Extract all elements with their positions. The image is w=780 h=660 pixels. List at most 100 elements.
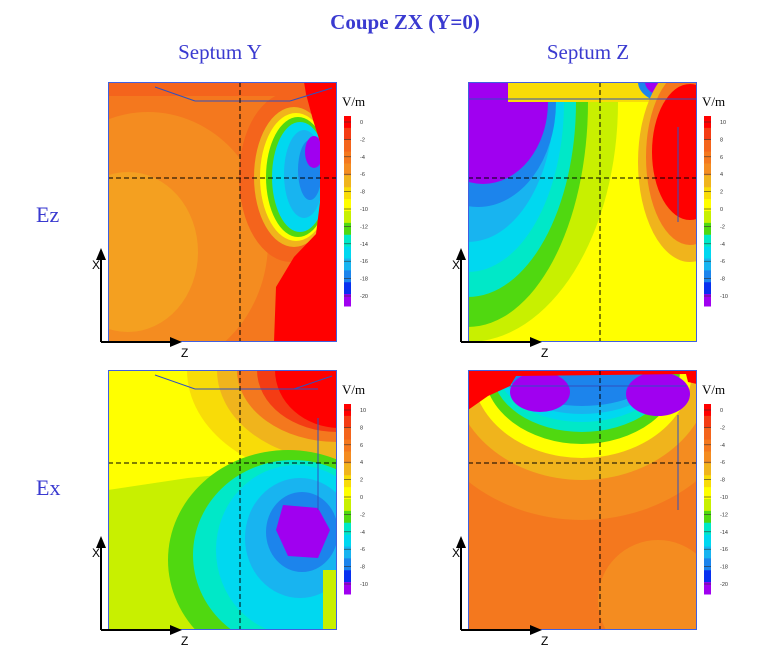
colorbar-tick-label: 6 xyxy=(720,155,723,161)
field-map-ez-septum-y xyxy=(96,82,337,347)
field-map-plot xyxy=(108,82,337,342)
colorbar-tick-label: -20 xyxy=(720,582,728,588)
row-title-ez: Ez xyxy=(36,202,60,227)
colorbar-tick-label: -10 xyxy=(360,207,368,213)
colorbar-band xyxy=(704,294,711,307)
colorbar: 0 -2 -4 -6 -8 -10 -12 -14 -16 -18 -20 xyxy=(704,404,744,600)
colorbar-band xyxy=(704,151,711,164)
colorbar-band xyxy=(344,270,351,283)
colorbar-tick-label: 0 xyxy=(720,408,723,414)
colorbar-band xyxy=(704,139,711,153)
colorbar-band xyxy=(704,187,711,200)
x-axis-label: X xyxy=(92,546,101,560)
colorbar-tick-label: -4 xyxy=(720,443,725,449)
colorbar-band xyxy=(704,546,711,559)
row-title-ex: Ex xyxy=(36,475,61,500)
colorbar-tick-label: -6 xyxy=(360,547,365,553)
colorbar-band xyxy=(704,199,711,212)
colorbar-tick-label: 2 xyxy=(720,190,723,196)
colorbar-band xyxy=(704,163,711,176)
colorbar-tick-label: 0 xyxy=(360,495,363,501)
colorbar-band xyxy=(344,234,351,248)
axes-indicator xyxy=(96,536,182,635)
z-arrow-head xyxy=(530,337,542,347)
figure-title: Coupe ZX (Y=0) xyxy=(330,10,480,34)
colorbar-tick-label: 10 xyxy=(720,120,726,126)
contour-region xyxy=(510,372,570,412)
colorbar-band xyxy=(344,522,351,536)
colorbar-band xyxy=(704,222,711,236)
colorbar-tick-label: -18 xyxy=(360,277,368,283)
colorbar-band xyxy=(704,570,711,583)
x-arrow-head xyxy=(456,248,466,260)
contour-region xyxy=(305,136,323,168)
contour-region xyxy=(508,82,658,102)
colorbar-tick-label: 8 xyxy=(720,137,723,143)
x-arrow-head xyxy=(456,536,466,548)
colorbar-band xyxy=(704,211,711,224)
colorbar-tick-label: -8 xyxy=(360,190,365,196)
colorbar-tick-label: 6 xyxy=(360,443,363,449)
colorbar-band xyxy=(704,487,711,500)
colorbar-tick-label: 2 xyxy=(360,478,363,484)
colorbar-band xyxy=(344,499,351,512)
colorbar-band xyxy=(344,487,351,500)
colorbar-band xyxy=(704,463,711,476)
plot-frame xyxy=(108,370,337,630)
colorbar-tick-label: -20 xyxy=(360,294,368,300)
colorbar-band xyxy=(704,175,711,188)
contour-region xyxy=(276,505,330,558)
contour-region xyxy=(274,82,337,342)
colorbar-band xyxy=(344,246,351,259)
axes-indicator xyxy=(96,248,182,347)
colorbar-band xyxy=(344,558,351,571)
colorbar-band xyxy=(344,294,351,307)
colorbar-svg: 0 -2 -4 -6 -8 -10 -12 -14 -16 -18 -20 xyxy=(704,404,728,595)
z-arrow-head xyxy=(530,625,542,635)
colorbar-band xyxy=(704,127,711,141)
colorbar-band xyxy=(344,175,351,188)
colorbar-band xyxy=(704,451,711,464)
colorbar-unit: V/m xyxy=(342,382,366,397)
x-arrow-head xyxy=(96,536,106,548)
colorbar-tick-label: -2 xyxy=(720,425,725,431)
contour-region xyxy=(652,84,697,220)
colorbar-band xyxy=(344,427,351,441)
column-title-septum-y: Septum Y xyxy=(178,40,262,64)
colorbar: 0 -2 -4 -6 -8 -10 -12 -14 -16 -18 -20 xyxy=(344,116,384,312)
x-axis-label: X xyxy=(452,546,461,560)
colorbar-band xyxy=(344,187,351,200)
colorbar-tick-label: 4 xyxy=(360,460,363,466)
colorbar-band xyxy=(344,211,351,224)
colorbar-tick-label: -8 xyxy=(360,565,365,571)
colorbar-tick-label: -12 xyxy=(360,224,368,230)
colorbar-tick-label: -18 xyxy=(720,565,728,571)
contour-region xyxy=(598,540,697,630)
colorbar-band xyxy=(344,258,351,271)
colorbar-band xyxy=(344,151,351,164)
z-arrow-head xyxy=(170,625,182,635)
colorbar-tick-label: -4 xyxy=(360,155,365,161)
contour-region xyxy=(468,82,548,184)
colorbar-band xyxy=(704,258,711,271)
axes-indicator xyxy=(456,248,542,347)
colorbar-band xyxy=(704,234,711,248)
colorbar-tick-label: 4 xyxy=(720,172,723,178)
colorbar-tick-label: -8 xyxy=(720,478,725,484)
contour-region xyxy=(626,372,690,416)
field-map-plot xyxy=(108,370,337,630)
colorbar-unit: V/m xyxy=(702,94,726,109)
colorbar-band xyxy=(704,282,711,295)
colorbar-tick-label: -2 xyxy=(720,224,725,230)
colorbar-unit: V/m xyxy=(702,382,726,397)
colorbar-svg: 0 -2 -4 -6 -8 -10 -12 -14 -16 -18 -20 xyxy=(344,116,368,307)
colorbar-tick-label: -6 xyxy=(360,172,365,178)
septum-line xyxy=(154,86,196,102)
colorbar-band xyxy=(704,427,711,441)
colorbar-band xyxy=(344,582,351,595)
colorbar: 10 8 6 4 2 0 -2 -4 -6 -8 -10 xyxy=(344,404,384,600)
colorbar-band xyxy=(704,246,711,259)
colorbar-band xyxy=(704,475,711,488)
colorbar-band xyxy=(344,199,351,212)
colorbar-band xyxy=(344,546,351,559)
